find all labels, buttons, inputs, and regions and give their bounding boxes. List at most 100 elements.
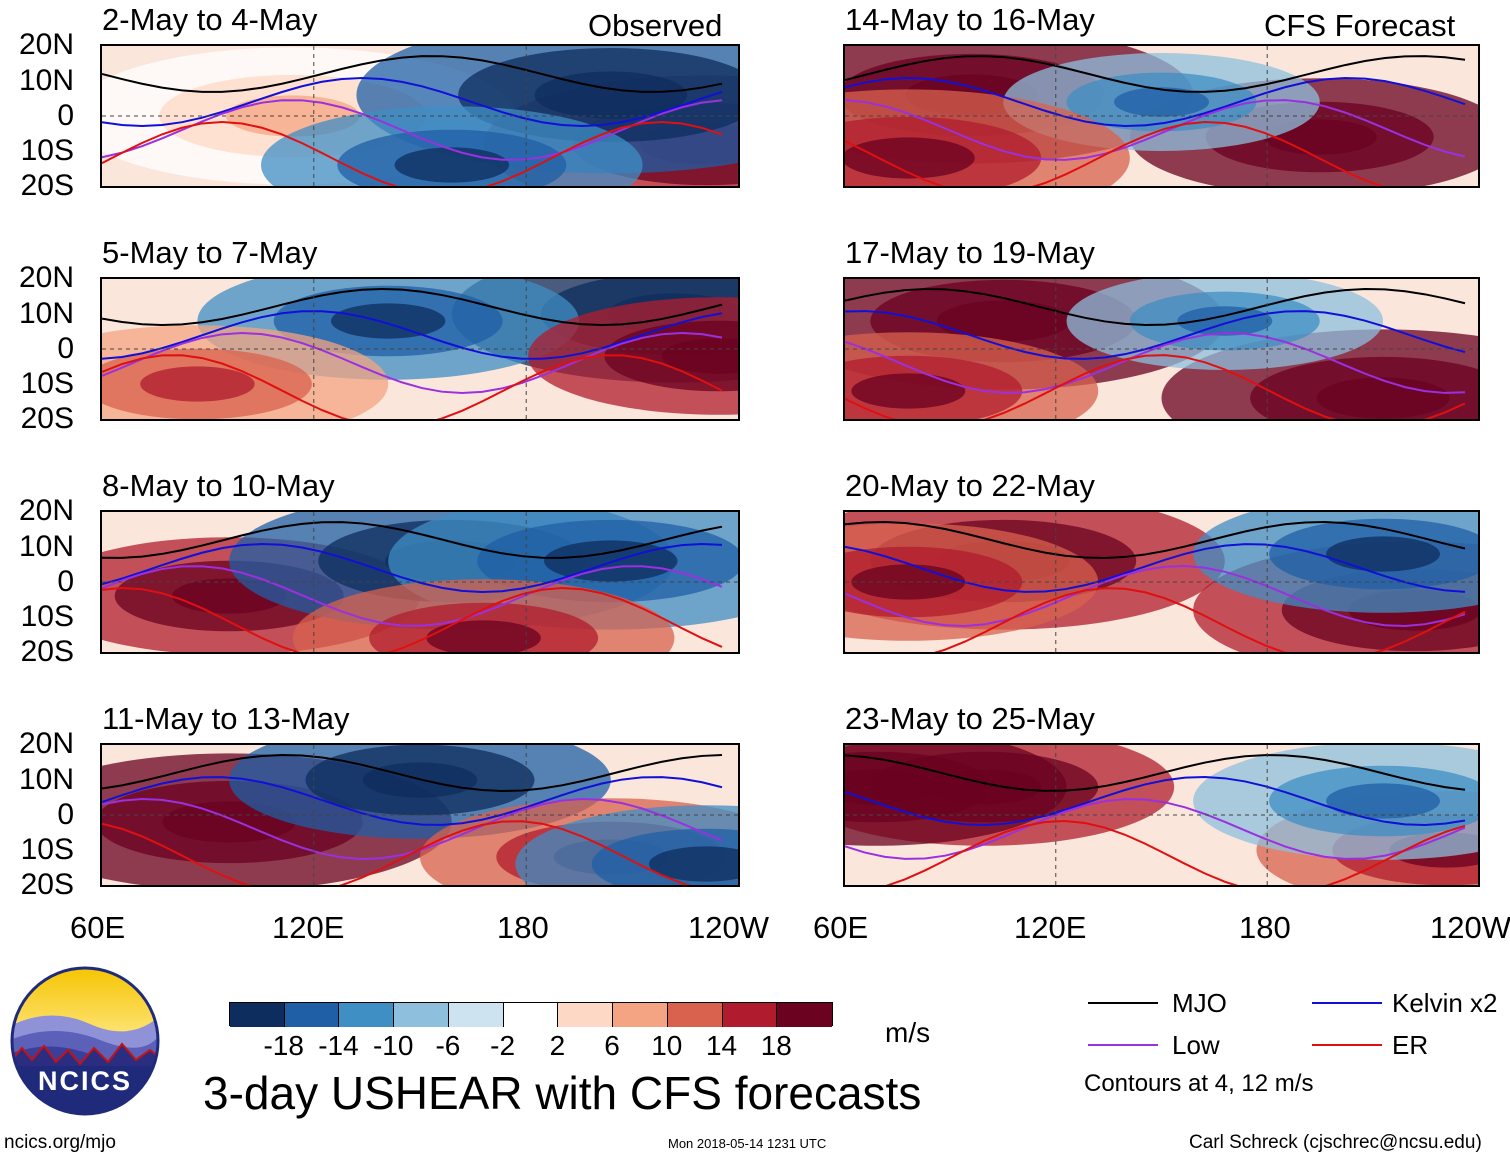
colorbar-swatch [339,1003,395,1027]
anomaly-contour [102,354,723,419]
anomaly-contour [845,776,1466,826]
shear-field [102,279,738,419]
lon-label-180-left: 180 [497,910,549,945]
lat-label: 10S [20,134,74,167]
ncics-logo: NCICS [10,966,160,1116]
anomaly-contour [102,331,723,394]
shear-anomaly-blob [1114,87,1209,117]
map-panel-8 [843,743,1480,887]
lat-label: 0 [57,332,74,365]
colorbar-tick-label: 2 [549,1030,566,1061]
lat-label: 20N [18,28,74,61]
anomaly-contour [845,587,1466,652]
shear-anomaly-blob [426,620,541,652]
anomaly-contour [102,310,723,360]
shear-field [102,512,738,652]
colorbar-swatch [284,1003,340,1027]
anomaly-contour [845,798,1466,860]
panel-title-8: 23-May to 25-May [845,701,1095,736]
lat-label: 10N [18,297,74,330]
colorbar-tick-label: -14 [318,1030,359,1061]
anomaly-contour [102,521,723,559]
anomaly-contour [845,55,1466,93]
colorbar [229,1002,833,1027]
anomaly-contour [102,99,723,161]
lat-label: 10S [20,367,74,400]
legend-label-kelvin: Kelvin x2 [1392,988,1498,1018]
map-panel-7 [843,510,1480,654]
anomaly-contour [845,310,1466,360]
colorbar-tick-label: 10 [651,1030,683,1061]
colorbar-swatch [394,1003,449,1027]
logo-text: NCICS [37,1066,132,1096]
main-title: 3-day USHEAR with CFS forecasts [203,1067,922,1119]
panel-title-7: 20-May to 22-May [845,468,1095,503]
shear-anomaly-blob [1177,306,1273,336]
lat-label: 10S [20,600,74,633]
anomaly-contour [102,120,723,186]
colorbar-tick-label: 18 [760,1030,792,1061]
lat-label: 20N [18,727,74,760]
lat-label: 0 [57,99,74,132]
colorbar-swatch [722,1003,778,1027]
colorbar-unit: m/s [885,1017,931,1048]
legend-line-er [1312,1044,1382,1046]
shear-anomaly-blob [140,366,255,402]
lon-label-120e-left: 120E [272,910,345,945]
footer-timestamp: Mon 2018-05-14 1231 UTC [668,1136,827,1151]
colorbar-swatch [448,1003,504,1027]
lat-label: 20N [18,261,74,294]
shear-anomaly-blob [330,303,446,339]
logo-emblem [10,966,160,1116]
shear-anomaly-blob [1326,783,1441,819]
anomaly-contour [102,754,723,792]
colorbar-tick-label: -10 [372,1030,414,1061]
map-panel-3 [100,510,740,654]
map-panel-4 [100,743,740,887]
shear-anomaly-blob [394,147,510,183]
lat-label: 20S [20,402,74,435]
anomaly-contour [845,99,1466,161]
map-panel-5 [843,44,1480,188]
colorbar-tick-label: -2 [490,1030,516,1061]
shear-anomaly-blob [851,373,966,409]
panel-title-4: 11-May to 13-May [102,701,350,736]
lon-label-180-right: 180 [1239,910,1291,945]
lat-label: 10N [18,530,74,563]
anomaly-contour [845,754,1466,792]
lat-label: 0 [57,798,74,831]
shear-field [845,745,1478,885]
legend-line-low [1088,1044,1158,1046]
anomaly-contour [845,77,1466,127]
colorbar-swatch [667,1003,723,1027]
shear-anomaly-blob [851,564,966,600]
anomaly-contour [845,565,1466,627]
shear-field [845,512,1478,652]
colorbar-swatch [503,1003,559,1027]
anomaly-contour [845,332,1466,394]
colorbar-swatch [777,1003,832,1027]
shear-field [102,745,738,885]
legend-line-mjo [1088,1002,1158,1004]
anomaly-contour [102,55,723,93]
anomaly-contour [102,776,723,826]
shear-anomaly-blob [1326,536,1441,572]
map-panel-2 [100,277,740,421]
legend-label-er: ER [1392,1030,1429,1060]
colorbar-swatch [558,1003,614,1027]
shear-anomaly-blob [936,300,1070,342]
colorbar-tick-label: 6 [604,1030,620,1061]
legend-note: Contours at 4, 12 m/s [1084,1070,1314,1097]
anomaly-contour [102,820,692,885]
map-panel-1 [100,44,740,188]
anomaly-contour [845,288,1466,326]
legend-label-mjo: MJO [1172,988,1227,1018]
shear-anomaly-blob [845,769,934,805]
anomaly-contour [845,521,1466,559]
lon-label-120e-right: 120E [1014,910,1087,945]
shear-field [845,46,1478,186]
observed-header: Observed [588,8,723,43]
lon-label-120w-left: 120W [688,910,769,945]
anomaly-contour [102,76,723,128]
anomaly-contour [845,543,1466,593]
